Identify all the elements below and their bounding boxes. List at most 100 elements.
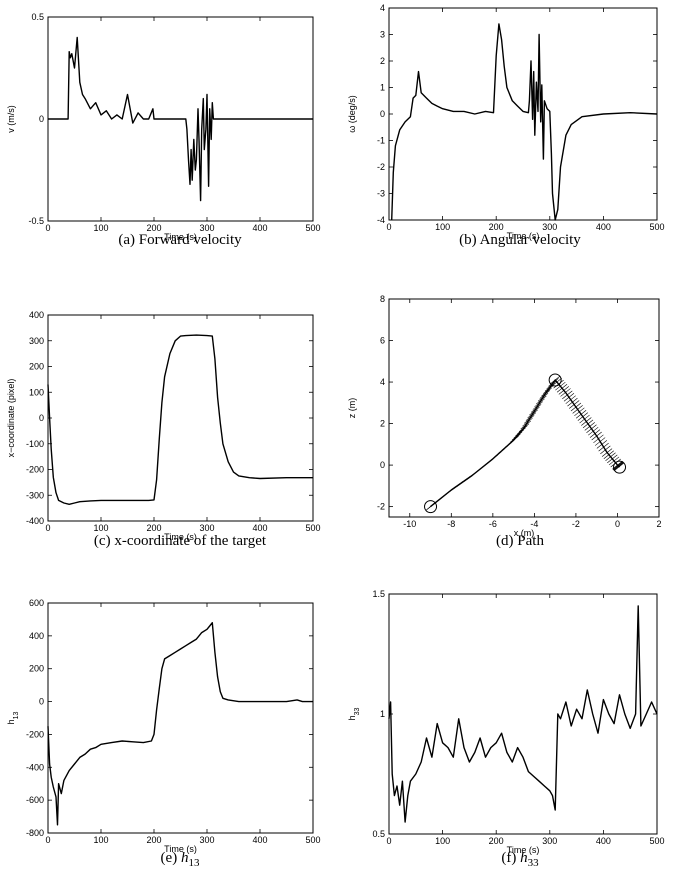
path-sweep-line xyxy=(563,393,575,402)
x-tick-label: 500 xyxy=(305,835,320,845)
x-axis-label: Time (s) xyxy=(507,845,540,855)
y-tick-label: 0 xyxy=(380,460,385,470)
x-tick-label: 100 xyxy=(93,223,108,233)
x-tick-label: 100 xyxy=(435,836,450,846)
x-tick-label: 100 xyxy=(435,222,450,232)
path-sweep-line xyxy=(543,385,554,394)
path-sweep-line xyxy=(522,417,533,427)
y-tick-label: 0 xyxy=(380,109,385,119)
path-sweep-line xyxy=(572,405,583,414)
path-sweep-line xyxy=(517,425,528,435)
x-axis-label: Time (s) xyxy=(164,232,197,242)
y-tick-label: 0 xyxy=(39,697,44,707)
path-sweep-line xyxy=(608,456,620,466)
x-tick-label: 400 xyxy=(252,223,267,233)
y-tick-label: 4 xyxy=(380,377,385,387)
y-axis-label: z (m) xyxy=(347,398,357,419)
y-axis-label: ω (deg/s) xyxy=(347,95,357,133)
y-tick-label: -2 xyxy=(377,162,385,172)
path-pose-marker xyxy=(424,500,438,514)
chart-angular-velocity: 0 100 200 300 400 500 -4 -3 -2 -1 0 1 2 3 4 Time (s) ω (… xyxy=(347,3,665,241)
series-line xyxy=(48,36,313,202)
path-sweep-line xyxy=(569,400,580,409)
path-sweep-line xyxy=(612,460,623,470)
path-sweep-line xyxy=(581,417,592,426)
y-tick-label: 300 xyxy=(29,336,44,346)
chart-h13: 0 100 200 300 400 500 -800 -600 -400 -200 0 200 400 6… xyxy=(6,598,321,854)
y-tick-label: 6 xyxy=(380,336,385,346)
y-tick-label: 100 xyxy=(29,387,44,397)
y-tick-label: 2 xyxy=(380,419,385,429)
path-sweep-line xyxy=(588,426,599,436)
y-tick-label: 1 xyxy=(380,709,385,719)
y-tick-label: -2 xyxy=(377,502,385,512)
x-tick-label: 300 xyxy=(199,523,214,533)
path-sweep-line xyxy=(594,437,606,446)
x-tick-label: 0 xyxy=(45,523,50,533)
y-tick-label: 600 xyxy=(29,598,44,608)
y-tick-label: -3 xyxy=(377,189,385,199)
caption-f: (f) h33 xyxy=(501,850,539,869)
x-tick-label: 300 xyxy=(199,835,214,845)
y-tick-label: 0 xyxy=(39,413,44,423)
x-tick-label: 400 xyxy=(252,523,267,533)
x-tick-label: 500 xyxy=(649,836,664,846)
x-tick-label: -2 xyxy=(572,519,580,529)
path-sweep-line xyxy=(532,401,544,410)
path-sweep-line xyxy=(518,423,530,432)
path-sweep-line xyxy=(603,450,614,459)
x-axis-label: Time (s) xyxy=(507,231,540,241)
path-sweep-line xyxy=(575,409,587,419)
path-sweep-line xyxy=(508,435,519,445)
x-axis-label: Time (s) xyxy=(164,532,197,542)
path-sweep-line xyxy=(596,440,608,449)
path-sweep-line xyxy=(511,431,523,441)
x-tick-label: -4 xyxy=(530,519,538,529)
path-sweep-line xyxy=(601,448,613,457)
x-tick-label: 400 xyxy=(252,835,267,845)
series-line xyxy=(391,23,658,221)
chart-h33: 0 100 200 300 400 500 0.5 1 1.5 Time (s) h33 xyxy=(347,589,665,855)
path-sweep-line xyxy=(593,434,604,444)
path-sweep-line xyxy=(513,429,524,439)
x-tick-label: 2 xyxy=(656,519,661,529)
path-sweep-line xyxy=(562,390,573,400)
path-sweep-line xyxy=(574,407,585,417)
x-tick-label: -6 xyxy=(489,519,497,529)
x-tick-label: 100 xyxy=(93,835,108,845)
x-tick-label: 200 xyxy=(146,523,161,533)
path-sweep-line xyxy=(605,452,616,462)
y-tick-label: -4 xyxy=(377,215,385,225)
y-tick-label: 200 xyxy=(29,362,44,372)
x-tick-label: 200 xyxy=(146,835,161,845)
path-sweep-line xyxy=(570,402,582,412)
path-sweep-line xyxy=(598,442,609,452)
x-tick-label: 300 xyxy=(199,223,214,233)
path-sweep-line xyxy=(555,381,566,391)
y-tick-label: -800 xyxy=(26,828,44,838)
plot-frame xyxy=(388,298,660,518)
y-tick-label: -200 xyxy=(26,465,44,475)
y-axis-label: h13 xyxy=(6,711,20,724)
path-sweep-line xyxy=(586,424,597,433)
y-axis-label: v (m/s) xyxy=(6,105,16,133)
x-tick-label: 0 xyxy=(615,519,620,529)
path-sweep-line xyxy=(549,375,561,385)
path-sweep-line xyxy=(613,462,625,471)
x-tick-label: 0 xyxy=(45,223,50,233)
path-sweep-line xyxy=(591,431,602,441)
y-tick-label: -1 xyxy=(377,136,385,146)
path-sweep-line xyxy=(577,412,589,421)
path-sweep-line xyxy=(579,414,590,424)
x-tick-label: -10 xyxy=(403,519,416,529)
x-tick-label: 400 xyxy=(596,222,611,232)
x-tick-label: 500 xyxy=(649,222,664,232)
path-sweep-line xyxy=(510,433,521,443)
path-pose-marker xyxy=(548,373,562,387)
y-tick-label: 200 xyxy=(29,664,44,674)
path-sweep-line xyxy=(556,384,568,393)
x-tick-label: 0 xyxy=(386,836,391,846)
y-tick-label: 2 xyxy=(380,56,385,66)
path-sweep-line xyxy=(558,386,569,395)
